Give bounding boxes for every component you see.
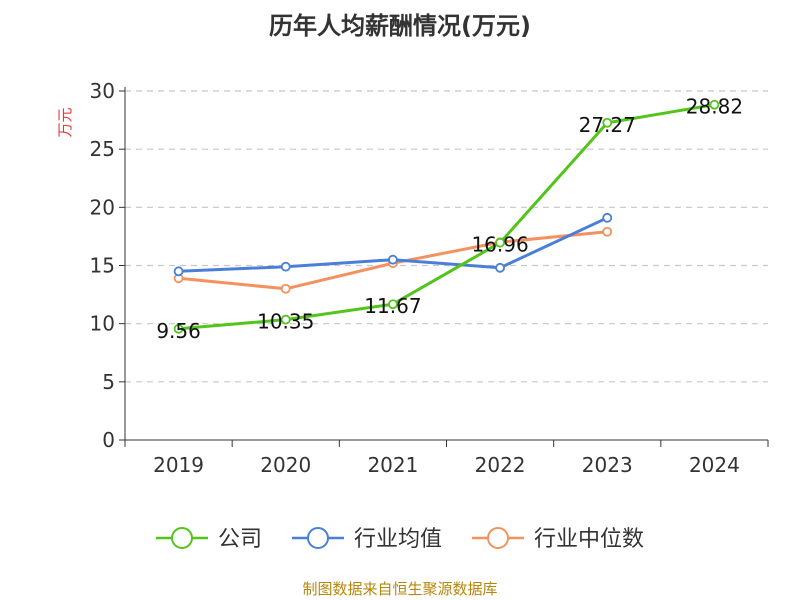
point-s1-2021 xyxy=(388,254,398,265)
x-tick-label-2024: 2024 xyxy=(689,453,740,477)
legend-item-0: 公司 xyxy=(156,527,262,552)
data-label-2021: 11.67 xyxy=(364,294,421,318)
x-tick-label-2022: 2022 xyxy=(475,453,526,477)
y-tick-label-25: 25 xyxy=(90,137,115,161)
point-s1-2023 xyxy=(602,212,613,223)
data-label-2024: 28.82 xyxy=(686,95,743,119)
point-s0-2024 xyxy=(709,99,720,110)
legend-marker-0 xyxy=(171,527,193,549)
data-label-2023: 27.27 xyxy=(579,113,636,137)
legend-label-1: 行业均值 xyxy=(354,527,442,552)
x-tick-label-2019: 2019 xyxy=(153,453,204,477)
data-source-note: 制图数据来自恒生聚源数据库 xyxy=(302,580,498,598)
legend-marker-2 xyxy=(487,527,509,549)
point-s2-2023 xyxy=(602,226,613,237)
data-label-2022: 16.96 xyxy=(471,233,528,257)
point-s1-2020 xyxy=(280,261,291,272)
point-s0-2022 xyxy=(495,237,505,248)
legend-item-1: 行业均值 xyxy=(292,527,442,552)
point-s1-2022 xyxy=(495,262,505,273)
point-s2-2020 xyxy=(280,283,291,294)
point-s1-2019 xyxy=(173,266,184,277)
y-tick-label-20: 20 xyxy=(90,195,115,219)
x-tick-label-2020: 2020 xyxy=(260,453,311,477)
point-s0-2021 xyxy=(388,299,398,310)
y-tick-label-10: 10 xyxy=(90,312,115,336)
legend-item-2: 行业中位数 xyxy=(472,527,644,552)
y-tick-label-5: 5 xyxy=(102,370,115,394)
data-label-2020: 10.35 xyxy=(257,310,314,334)
legend-label-2: 行业中位数 xyxy=(534,527,644,552)
legend-marker-1 xyxy=(307,527,329,549)
chart-title: 历年人均薪酬情况(万元) xyxy=(269,12,531,40)
series-line-0 xyxy=(178,103,715,331)
y-axis-label: 万元 xyxy=(56,107,74,137)
point-s0-2020 xyxy=(280,314,291,325)
legend-label-0: 公司 xyxy=(218,527,262,552)
point-s0-2023 xyxy=(602,117,613,128)
x-tick-label-2021: 2021 xyxy=(367,453,418,477)
y-tick-label-15: 15 xyxy=(90,254,115,278)
data-label-2019: 9.56 xyxy=(156,319,201,343)
x-tick-label-2023: 2023 xyxy=(582,453,633,477)
y-tick-label-30: 30 xyxy=(90,79,115,103)
y-tick-label-0: 0 xyxy=(102,428,115,452)
point-s0-2019 xyxy=(173,323,184,334)
